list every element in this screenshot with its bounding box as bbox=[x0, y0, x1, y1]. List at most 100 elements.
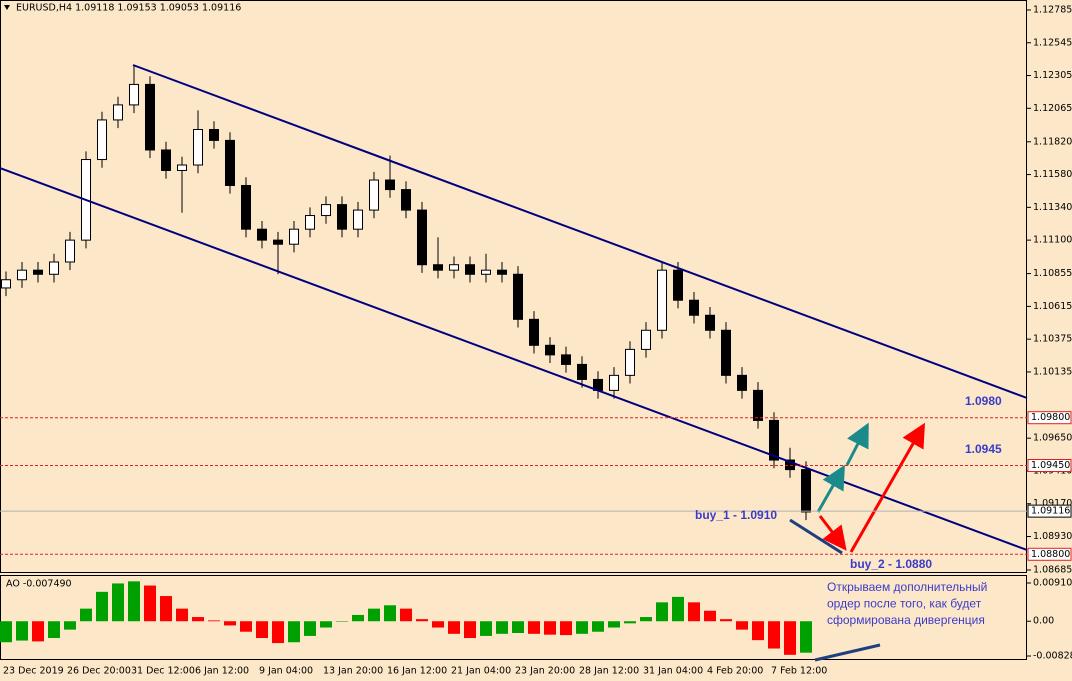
candle-body bbox=[641, 329, 651, 350]
candle-body bbox=[449, 264, 459, 271]
y-tick-label: 1.08685 bbox=[1033, 564, 1072, 575]
y-tick-label: 1.12065 bbox=[1033, 103, 1072, 114]
channel-lower bbox=[0, 167, 1028, 551]
chart-title: EURUSD,H4 1.09118 1.09153 1.09053 1.0911… bbox=[16, 3, 241, 14]
ao-bar bbox=[736, 621, 748, 630]
candle-body bbox=[705, 314, 715, 331]
candle-body bbox=[673, 269, 683, 301]
candle-body bbox=[385, 179, 395, 191]
candle-body bbox=[721, 329, 731, 376]
candle-body bbox=[241, 184, 251, 230]
y-tick-label: 0.00 bbox=[1033, 616, 1054, 627]
x-tick-label: 31 Jan 04:00 bbox=[643, 666, 703, 677]
level-label-box bbox=[1027, 547, 1072, 561]
channel-upper bbox=[132, 64, 1028, 399]
x-tick-label: 9 Jan 04:00 bbox=[259, 666, 313, 677]
ao-bar bbox=[432, 621, 444, 628]
ao-bar bbox=[704, 610, 716, 622]
ao-bar bbox=[784, 621, 796, 655]
ao-bar bbox=[416, 619, 428, 622]
pointer-line bbox=[814, 643, 881, 662]
menu-triangle bbox=[4, 5, 10, 10]
candle-body bbox=[129, 83, 139, 106]
candle-body bbox=[289, 228, 299, 245]
candle-body bbox=[417, 209, 427, 266]
ao-bar bbox=[16, 621, 28, 641]
ao-bar bbox=[384, 605, 396, 622]
candle-body bbox=[225, 139, 235, 186]
note-line: Открываем дополнительный bbox=[827, 580, 987, 594]
x-tick-label: 7 Feb 12:00 bbox=[771, 666, 827, 677]
ao-bar bbox=[336, 621, 348, 622]
ao-bar bbox=[592, 621, 604, 632]
candle-body bbox=[609, 374, 619, 391]
y-tick-label: -0.008281 bbox=[1033, 651, 1072, 662]
y-tick-label: 1.11100 bbox=[1033, 235, 1072, 246]
ao-bar bbox=[768, 621, 780, 649]
ao-bar bbox=[656, 602, 668, 622]
candle-body bbox=[1, 279, 11, 289]
arrow bbox=[845, 422, 869, 466]
y-tick-label: 1.11340 bbox=[1033, 202, 1072, 213]
arrow bbox=[849, 422, 925, 553]
candle-body bbox=[177, 164, 187, 171]
candle-body bbox=[561, 354, 571, 365]
ao-bar bbox=[192, 617, 204, 622]
ao-bar bbox=[320, 621, 332, 628]
candle-body bbox=[657, 269, 667, 331]
x-tick-label: 28 Jan 12:00 bbox=[579, 666, 639, 677]
annotation: buy_1 - 1.0910 bbox=[695, 508, 777, 522]
ao-bar bbox=[560, 621, 572, 636]
ao-bar bbox=[224, 621, 236, 626]
ao-bar bbox=[272, 621, 284, 644]
candle-body bbox=[193, 128, 203, 166]
x-tick-label: 23 Dec 2019 bbox=[3, 666, 64, 677]
ao-bar bbox=[32, 621, 44, 642]
candle-body bbox=[801, 469, 811, 513]
arrow bbox=[816, 464, 845, 513]
candle-body bbox=[737, 374, 747, 391]
candle-body bbox=[481, 269, 491, 275]
ao-bar bbox=[176, 608, 188, 622]
y-tick-label: 0.009107 bbox=[1033, 577, 1072, 588]
y-tick-label: 1.10375 bbox=[1033, 334, 1072, 345]
candle-body bbox=[161, 149, 171, 171]
candle-body bbox=[305, 215, 315, 230]
indicator-title: AO -0.007490 bbox=[6, 579, 72, 590]
candle-body bbox=[545, 344, 555, 356]
y-tick-label: 1.12545 bbox=[1033, 37, 1072, 48]
candle-body bbox=[513, 273, 523, 320]
note-line: ордер после того, как будет bbox=[827, 597, 982, 611]
bid-label-box bbox=[1027, 504, 1072, 518]
x-tick-label: 23 Jan 20:00 bbox=[515, 666, 575, 677]
ao-bar bbox=[496, 621, 508, 634]
candle-body bbox=[785, 459, 795, 471]
y-tick-label: 1.09170 bbox=[1033, 498, 1072, 509]
ao-bar bbox=[288, 621, 300, 643]
candle-body bbox=[209, 128, 219, 141]
candle-body bbox=[337, 204, 347, 230]
pointer-line bbox=[789, 518, 843, 555]
candle-body bbox=[689, 299, 699, 316]
level-label-box bbox=[1027, 459, 1072, 473]
candle-body bbox=[113, 104, 123, 121]
note-line: сформирована дивергенция bbox=[827, 613, 985, 627]
ao-bar bbox=[576, 621, 588, 634]
y-tick-label: 1.08930 bbox=[1033, 531, 1072, 542]
ao-bar bbox=[480, 621, 492, 636]
candle-body bbox=[273, 239, 283, 245]
ao-bar bbox=[144, 585, 156, 622]
ao-bar bbox=[256, 621, 268, 639]
x-tick-label: 6 Jan 12:00 bbox=[195, 666, 249, 677]
candle-body bbox=[369, 179, 379, 211]
ao-bar bbox=[208, 620, 220, 622]
x-tick-label: 26 Dec 20:00 bbox=[67, 666, 131, 677]
ao-bar bbox=[240, 621, 252, 632]
ao-bar bbox=[0, 621, 12, 643]
x-tick-label: 21 Jan 04:00 bbox=[451, 666, 511, 677]
ao-bar bbox=[544, 621, 556, 635]
x-tick-label: 31 Dec 12:00 bbox=[131, 666, 195, 677]
candle-body bbox=[97, 119, 107, 161]
candle-body bbox=[497, 269, 507, 275]
